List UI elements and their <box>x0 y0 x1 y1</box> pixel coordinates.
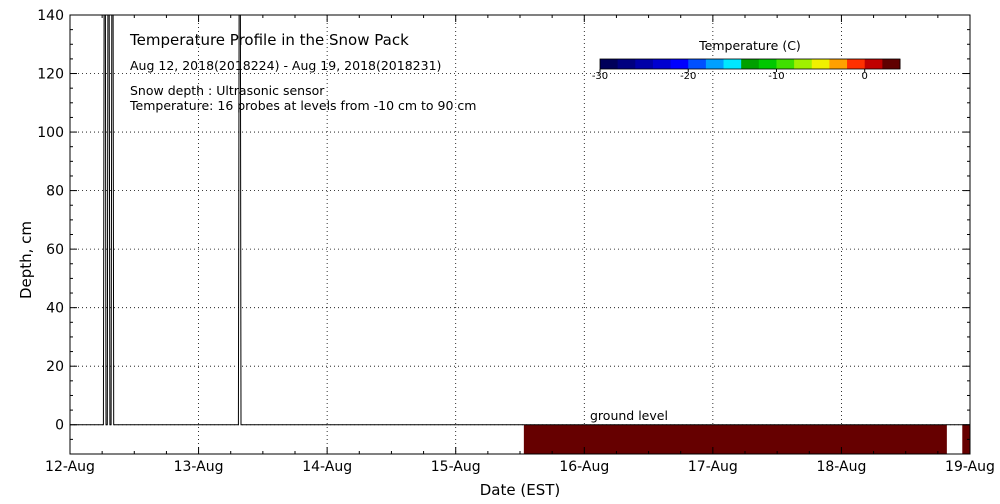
temperature-band <box>523 424 970 454</box>
colorbar-cell <box>705 59 725 69</box>
colorbar-title: Temperature (C) <box>698 38 801 53</box>
x-tick-label: 15-Aug <box>431 459 481 475</box>
ground-level-label: ground level <box>590 408 668 423</box>
colorbar-cells <box>600 59 901 69</box>
y-tick-label: 120 <box>37 67 64 83</box>
x-tick-label: 13-Aug <box>174 459 224 475</box>
colorbar-cell <box>794 59 813 69</box>
colorbar-cell <box>635 59 654 69</box>
colorbar-frame <box>599 58 901 70</box>
colorbar-cell <box>776 59 795 69</box>
colorbar-cell <box>723 59 742 69</box>
colorbar-cell <box>600 59 619 69</box>
colorbar-cell <box>652 59 672 69</box>
x-axis-title: Date (EST) <box>480 481 561 499</box>
info-line-temperature: Temperature: 16 probes at levels from -1… <box>129 98 476 113</box>
x-tick-label: 17-Aug <box>688 459 738 475</box>
colorbar-cell <box>741 59 760 69</box>
colorbar-cell <box>617 59 636 69</box>
colorbar-cell <box>847 59 866 69</box>
colorbar-cell <box>688 59 707 69</box>
colorbar-ticks: -30 -20 -10 0 <box>592 69 868 82</box>
colorbar-tick-label: -20 <box>680 71 696 82</box>
y-tick-label: 60 <box>46 242 64 258</box>
x-tick-label: 16-Aug <box>559 459 609 475</box>
axis-ticks: 0 20 40 60 80 100 120 140 12-Aug 13-Aug 14-Aug 15-A… <box>37 8 995 475</box>
colorbar-cell <box>758 59 777 69</box>
colorbar-cell <box>864 59 883 69</box>
chart-title: Temperature Profile in the Snow Pack <box>129 31 409 49</box>
x-tick-label: 14-Aug <box>302 459 352 475</box>
y-tick-label: 80 <box>46 184 64 200</box>
y-tick-label: 0 <box>55 418 64 434</box>
y-tick-label: 40 <box>46 301 64 317</box>
colorbar-cell <box>811 59 830 69</box>
x-tick-label: 12-Aug <box>45 459 95 475</box>
y-tick-label: 100 <box>37 125 64 141</box>
temperature-band-segment <box>523 424 947 454</box>
colorbar-tick-label: -10 <box>768 71 784 82</box>
colorbar-tick-label: -30 <box>592 71 608 82</box>
y-tick-label: 20 <box>46 359 64 375</box>
temperature-band-segment <box>962 424 970 454</box>
x-tick-label: 18-Aug <box>816 459 866 475</box>
temperature-colorbar: Temperature (C) -30 -20 -10 0 <box>592 38 901 82</box>
colorbar-cell <box>882 59 901 69</box>
colorbar-cell <box>829 59 848 69</box>
y-axis-title: Depth, cm <box>17 221 35 299</box>
colorbar-cell <box>670 59 689 69</box>
y-tick-label: 140 <box>37 8 64 24</box>
chart-subtitle: Aug 12, 2018(2018224) - Aug 19, 2018(201… <box>130 58 441 73</box>
info-line-snow-depth: Snow depth : Ultrasonic sensor <box>130 83 325 98</box>
x-tick-label: 19-Aug <box>945 459 995 475</box>
colorbar-tick-label: 0 <box>862 71 868 82</box>
